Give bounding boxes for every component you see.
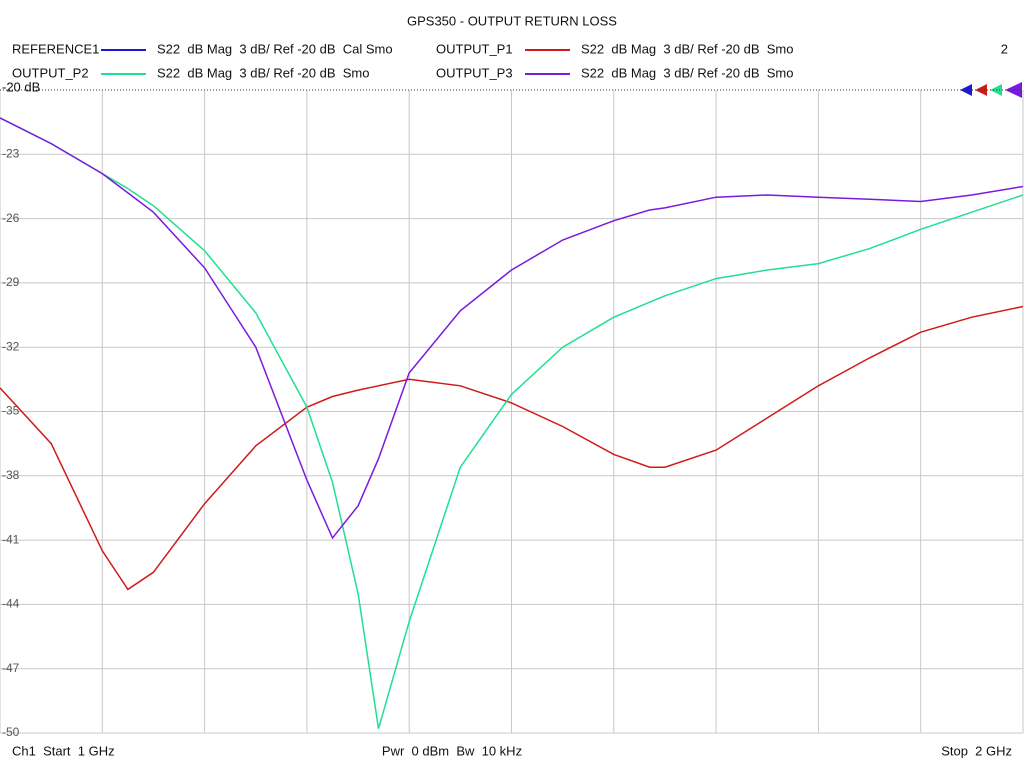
y-tick-label: -41 bbox=[2, 532, 20, 546]
legend-description: S22 dB Mag 3 dB/ Ref -20 dB Smo bbox=[157, 65, 369, 80]
grid bbox=[0, 89, 1024, 734]
y-tick-label: -23 bbox=[2, 146, 20, 160]
y-tick-label: -44 bbox=[2, 597, 20, 611]
footer-start: Ch1 Start 1 GHz bbox=[12, 743, 115, 758]
legend: REFERENCE1 S22 dB Mag 3 dB/ Ref -20 dB Ca… bbox=[12, 41, 793, 80]
channel-number: 2 bbox=[1001, 41, 1008, 56]
legend-name: OUTPUT_P1 bbox=[436, 41, 513, 56]
series-line bbox=[0, 117, 1024, 540]
series-line bbox=[0, 117, 1024, 729]
legend-description: S22 dB Mag 3 dB/ Ref -20 dB Cal Smo bbox=[157, 41, 393, 56]
y-tick-label: -29 bbox=[2, 275, 20, 289]
y-tick-label: -35 bbox=[2, 404, 20, 418]
footer-stop: Stop 2 GHz bbox=[941, 743, 1012, 758]
legend-name: OUTPUT_P2 bbox=[12, 65, 89, 80]
series-line bbox=[0, 305, 1024, 591]
legend-description: S22 dB Mag 3 dB/ Ref -20 dB Smo bbox=[581, 65, 793, 80]
y-tick-label: -26 bbox=[2, 211, 20, 225]
y-tick-label: -20 dB bbox=[2, 79, 40, 94]
y-tick-label: -38 bbox=[2, 468, 20, 482]
footer-power: Pwr 0 dBm Bw 10 kHz bbox=[382, 743, 522, 758]
legend-name: REFERENCE1 bbox=[12, 41, 99, 56]
y-tick-label: -32 bbox=[2, 339, 20, 353]
y-tick-label: -50 bbox=[2, 725, 20, 739]
legend-name: OUTPUT_P3 bbox=[436, 65, 513, 80]
chart-title: GPS350 - OUTPUT RETURN LOSS bbox=[407, 13, 617, 28]
y-tick-label: -47 bbox=[2, 661, 20, 675]
legend-description: S22 dB Mag 3 dB/ Ref -20 dB Smo bbox=[581, 41, 793, 56]
